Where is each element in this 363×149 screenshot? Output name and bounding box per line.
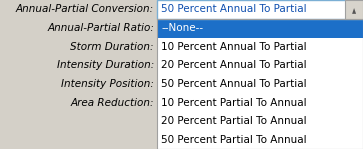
Text: 20 Percent Annual To Partial: 20 Percent Annual To Partial (161, 60, 307, 70)
Text: Intensity Duration:: Intensity Duration: (57, 60, 154, 70)
Text: --None--: --None-- (161, 23, 203, 33)
Bar (157, 38, 363, 56)
Text: Annual-Partial Conversion:: Annual-Partial Conversion: (16, 4, 154, 14)
Bar (157, 0, 363, 19)
Bar (157, 130, 363, 149)
Bar (157, 19, 363, 38)
Text: Intensity Position:: Intensity Position: (61, 79, 154, 89)
Bar (157, 112, 363, 130)
Text: Area Reduction:: Area Reduction: (70, 98, 154, 108)
Text: 10 Percent Annual To Partial: 10 Percent Annual To Partial (161, 42, 307, 52)
Text: Storm Duration:: Storm Duration: (70, 42, 154, 52)
Text: 10 Percent Partial To Annual: 10 Percent Partial To Annual (161, 98, 307, 108)
Text: ◄: ◄ (350, 7, 359, 12)
Text: 50 Percent Annual To Partial: 50 Percent Annual To Partial (161, 79, 307, 89)
Text: 20 Percent Partial To Annual: 20 Percent Partial To Annual (161, 116, 307, 126)
Bar (157, 56, 363, 75)
Bar (157, 75, 363, 93)
Bar (157, 19, 363, 149)
Text: 50 Percent Partial To Annual: 50 Percent Partial To Annual (161, 135, 307, 145)
Bar (345, 0, 363, 19)
Bar (157, 93, 363, 112)
Text: Annual-Partial Ratio:: Annual-Partial Ratio: (47, 23, 154, 33)
Text: 50 Percent Annual To Partial: 50 Percent Annual To Partial (161, 4, 307, 14)
